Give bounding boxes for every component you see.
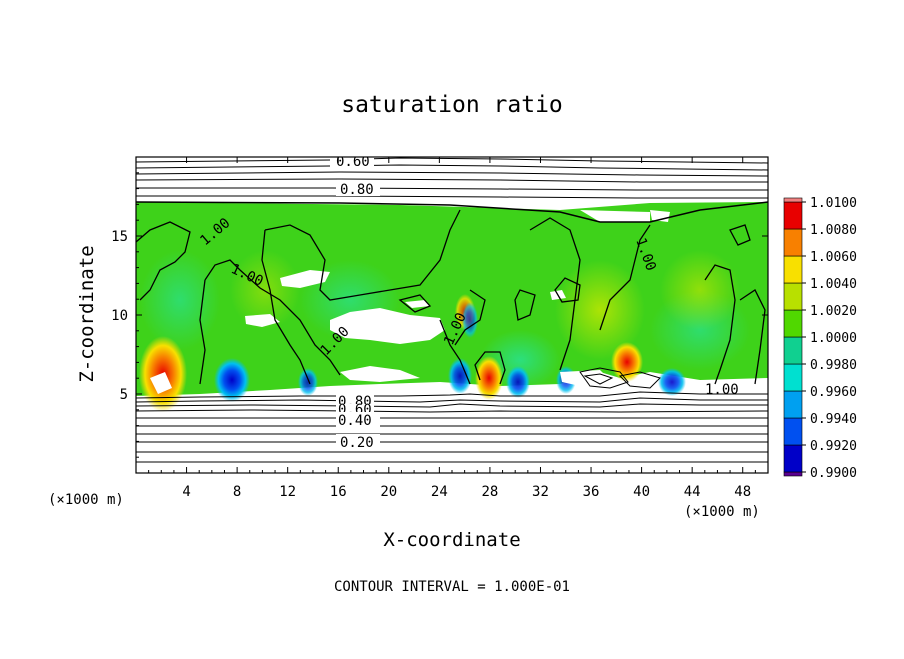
x-tick-label: 24 [431,484,448,500]
x-axis-title: X-coordinate [383,529,520,551]
x-tick-label: 4 [182,484,190,500]
colorbar-swatch [783,417,803,446]
x-tick-label: 32 [532,484,549,500]
cold-spot [448,358,472,394]
contour-labels: 0.60 0.80 1.00 1.00 1.00 1.00 1.00 1.00 … [197,154,739,451]
contour-lines [136,157,768,463]
y-axis-title: Z-coordinate [76,245,98,382]
x-tick-label: 20 [380,484,397,500]
hot-spot [611,342,643,382]
x-tick-label: 16 [330,484,347,500]
x-tick-label: 40 [633,484,650,500]
contour-label: 0.80 [340,182,374,198]
colorbar: 0.9900 0.9920 0.9940 0.9960 0.9980 1.0000 1.00… [783,196,857,481]
colorbar-swatch [783,228,803,257]
colorbar-label: 0.9980 [810,358,857,373]
colorbar-swatch [783,363,803,392]
x-tick-label: 12 [279,484,296,500]
colorbar-swatch [783,336,803,365]
anomaly-spots [139,250,750,412]
colorbar-label: 0.9900 [810,466,857,481]
white-hole [330,308,445,344]
contour-label: 0.40 [338,413,372,429]
x-tick-label: 28 [481,484,498,500]
x-unit-label: (×1000 m) [684,504,760,520]
y-unit-label: (×1000 m) [48,492,124,508]
colorbar-label: 1.0040 [810,277,857,292]
colorbar-label: 0.9940 [810,412,857,427]
colorbar-swatch [783,444,803,473]
contour-label: 1.00 [705,382,739,398]
colorbar-label: 1.0000 [810,331,857,346]
x-tick-label: 48 [734,484,751,500]
cyan-patch [140,250,220,350]
colorbar-swatch [783,471,803,477]
colorbar-label: 1.0060 [810,250,857,265]
hot-spot [475,356,503,400]
colorbar-swatch [783,282,803,311]
white-hole [280,270,330,288]
yellow-patch [660,250,740,330]
colorbar-swatch [783,309,803,338]
white-hole [150,372,172,394]
white-hole [405,300,430,308]
plot-area: 0.60 0.80 1.00 1.00 1.00 1.00 1.00 1.00 … [136,154,768,473]
colorbar-swatch [783,197,803,203]
colorbar-label: 1.0080 [810,223,857,238]
colorbar-label: 0.9920 [810,439,857,454]
y-tick-label: 5 [120,387,128,403]
contour-label: 0.20 [340,435,374,451]
colorbar-swatch [783,255,803,284]
chart-title: saturation ratio [341,92,563,118]
x-tick-label: 44 [684,484,701,500]
x-tick-label: 36 [583,484,600,500]
white-hole [340,366,420,382]
colorbar-label: 0.9960 [810,385,857,400]
colorbar-label: 1.0020 [810,304,857,319]
subsaturated-holes [150,210,670,394]
cold-spot [506,366,530,398]
cold-spot [298,368,318,396]
cold-spot [658,368,686,396]
colorbar-swatch [783,390,803,419]
x-tick-label: 8 [233,484,241,500]
white-hole [245,314,280,327]
white-hole [580,210,650,222]
contour-label: 0.60 [336,154,370,170]
colorbar-label: 1.0100 [810,196,857,211]
colorbar-swatch [783,201,803,230]
contour-interval-note: CONTOUR INTERVAL = 1.000E-01 [334,579,570,595]
y-tick-label: 15 [111,229,128,245]
y-tick-label: 10 [111,308,128,324]
cold-spot [214,358,250,402]
yellow-patch [230,250,300,330]
